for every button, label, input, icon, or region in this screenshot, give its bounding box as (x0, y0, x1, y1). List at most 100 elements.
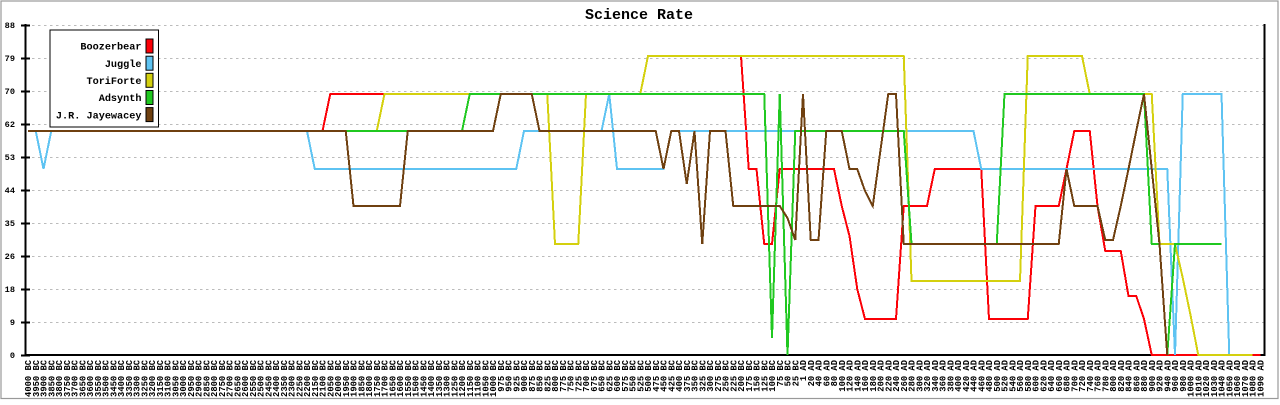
svg-text:975 BC: 975 BC (497, 359, 507, 391)
svg-text:125 BC: 125 BC (760, 359, 770, 391)
svg-text:475 BC: 475 BC (652, 359, 662, 391)
svg-text:275 BC: 275 BC (714, 359, 724, 391)
svg-text:820 AD: 820 AD (1117, 360, 1127, 392)
svg-text:980 AD: 980 AD (1179, 360, 1189, 392)
svg-text:3100 BC: 3100 BC (164, 359, 174, 397)
svg-text:300 AD: 300 AD (915, 360, 925, 392)
svg-text:2800 BC: 2800 BC (210, 359, 220, 397)
svg-text:500 AD: 500 AD (993, 360, 1003, 392)
svg-text:880 AD: 880 AD (1140, 360, 1150, 392)
svg-text:3550 BC: 3550 BC (94, 359, 104, 397)
svg-text:750 BC: 750 BC (567, 359, 577, 391)
svg-text:440 AD: 440 AD (970, 360, 980, 392)
svg-text:0: 0 (10, 351, 15, 361)
svg-text:200 BC: 200 BC (737, 359, 747, 391)
svg-text:540 AD: 540 AD (1008, 360, 1018, 392)
svg-text:3350 BC: 3350 BC (125, 359, 135, 397)
svg-text:320 AD: 320 AD (923, 360, 933, 392)
svg-text:560 AD: 560 AD (1016, 360, 1026, 392)
svg-text:1090 AD: 1090 AD (1256, 360, 1266, 397)
svg-text:3250 BC: 3250 BC (140, 359, 150, 397)
svg-text:3750 BC: 3750 BC (63, 359, 73, 397)
svg-text:375 BC: 375 BC (683, 359, 693, 391)
svg-text:3200 BC: 3200 BC (148, 359, 158, 397)
svg-text:100 AD: 100 AD (838, 360, 848, 392)
svg-text:1300 BC: 1300 BC (443, 359, 453, 397)
svg-text:75 BC: 75 BC (776, 359, 786, 386)
svg-text:3050 BC: 3050 BC (171, 359, 181, 397)
svg-text:1050 BC: 1050 BC (481, 359, 491, 397)
svg-text:2450 BC: 2450 BC (264, 359, 274, 397)
svg-text:760 AD: 760 AD (1094, 360, 1104, 392)
svg-text:60 AD: 60 AD (822, 360, 832, 386)
svg-text:3450 BC: 3450 BC (109, 359, 119, 397)
svg-text:160 AD: 160 AD (861, 360, 871, 392)
svg-text:4000 BC: 4000 BC (24, 359, 34, 397)
svg-text:1800 BC: 1800 BC (365, 359, 375, 397)
svg-text:940 AD: 940 AD (1163, 360, 1173, 392)
svg-text:ToriForte: ToriForte (86, 76, 141, 88)
svg-text:280 AD: 280 AD (908, 360, 918, 392)
svg-text:1250 BC: 1250 BC (450, 359, 460, 397)
svg-text:1040 AD: 1040 AD (1218, 360, 1228, 397)
svg-text:1050 AD: 1050 AD (1225, 360, 1235, 397)
svg-text:825 BC: 825 BC (543, 359, 553, 391)
svg-text:2000 BC: 2000 BC (334, 359, 344, 397)
svg-text:400 AD: 400 AD (954, 360, 964, 392)
svg-text:2200 BC: 2200 BC (303, 359, 313, 397)
svg-text:1080 AD: 1080 AD (1249, 360, 1259, 397)
svg-text:2900 BC: 2900 BC (195, 359, 205, 397)
svg-text:2250 BC: 2250 BC (295, 359, 305, 397)
svg-text:100 BC: 100 BC (768, 359, 778, 391)
svg-text:900 BC: 900 BC (520, 359, 530, 391)
svg-text:600 BC: 600 BC (613, 359, 623, 391)
svg-text:3700 BC: 3700 BC (71, 359, 81, 397)
svg-text:2950 BC: 2950 BC (187, 359, 197, 397)
svg-text:Juggle: Juggle (105, 59, 142, 71)
svg-text:1 AD: 1 AD (799, 360, 809, 381)
svg-text:720 AD: 720 AD (1078, 360, 1088, 392)
svg-text:2100 BC: 2100 BC (319, 359, 329, 397)
svg-text:1850 BC: 1850 BC (357, 359, 367, 397)
svg-text:225 BC: 225 BC (729, 359, 739, 391)
svg-text:1400 BC: 1400 BC (427, 359, 437, 397)
svg-text:1650 BC: 1650 BC (388, 359, 398, 397)
svg-text:520 AD: 520 AD (1001, 360, 1011, 392)
svg-text:1000 AD: 1000 AD (1187, 360, 1197, 397)
svg-text:525 BC: 525 BC (636, 359, 646, 391)
svg-text:900 AD: 900 AD (1148, 360, 1158, 392)
svg-text:425 BC: 425 BC (667, 359, 677, 391)
svg-text:2600 BC: 2600 BC (241, 359, 251, 397)
svg-text:850 BC: 850 BC (536, 359, 546, 391)
svg-text:2550 BC: 2550 BC (249, 359, 259, 397)
svg-text:725 BC: 725 BC (574, 359, 584, 391)
svg-text:1030 AD: 1030 AD (1210, 360, 1220, 397)
svg-text:1600 BC: 1600 BC (396, 359, 406, 397)
svg-text:240 AD: 240 AD (892, 360, 902, 392)
svg-text:1060 AD: 1060 AD (1233, 360, 1243, 397)
svg-text:62: 62 (5, 120, 15, 130)
svg-text:3950 BC: 3950 BC (32, 359, 42, 397)
svg-text:625 BC: 625 BC (605, 359, 615, 391)
svg-text:1900 BC: 1900 BC (350, 359, 360, 397)
svg-text:2650 BC: 2650 BC (233, 359, 243, 397)
svg-text:340 AD: 340 AD (931, 360, 941, 392)
svg-text:J.R. Jayewacey: J.R. Jayewacey (56, 111, 142, 122)
svg-text:450 BC: 450 BC (660, 359, 670, 391)
svg-text:2400 BC: 2400 BC (272, 359, 282, 397)
svg-text:180 AD: 180 AD (869, 360, 879, 392)
svg-text:800 AD: 800 AD (1109, 360, 1119, 392)
svg-text:140 AD: 140 AD (853, 360, 863, 392)
svg-text:88: 88 (5, 21, 15, 31)
svg-text:925 BC: 925 BC (512, 359, 522, 391)
svg-text:Science Rate: Science Rate (585, 7, 693, 24)
svg-text:1450 BC: 1450 BC (419, 359, 429, 397)
svg-text:350 BC: 350 BC (691, 359, 701, 391)
svg-text:1150 BC: 1150 BC (466, 359, 476, 397)
svg-text:2350 BC: 2350 BC (280, 359, 290, 397)
svg-text:675 BC: 675 BC (590, 359, 600, 391)
svg-text:1000 BC: 1000 BC (489, 359, 499, 397)
svg-text:325 BC: 325 BC (698, 359, 708, 391)
svg-text:79: 79 (5, 54, 15, 64)
svg-text:380 AD: 380 AD (946, 360, 956, 392)
